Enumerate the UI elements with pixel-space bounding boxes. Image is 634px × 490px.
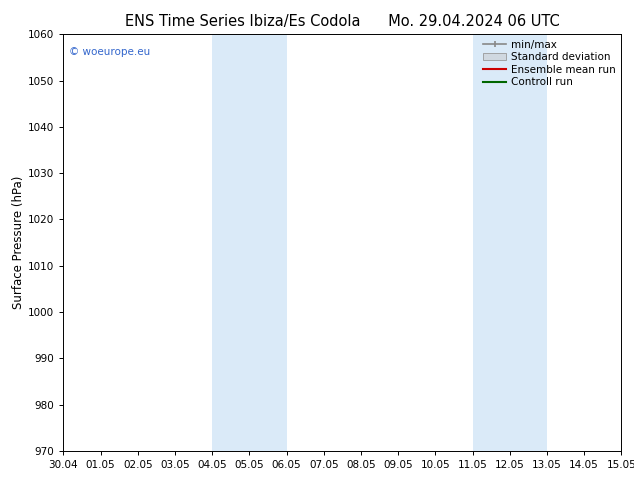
Bar [212, 34, 249, 451]
Bar [510, 34, 547, 451]
Bar [249, 34, 287, 451]
Y-axis label: Surface Pressure (hPa): Surface Pressure (hPa) [12, 176, 25, 309]
Bar [472, 34, 510, 451]
Text: © woeurope.eu: © woeurope.eu [69, 47, 150, 57]
Legend: min/max, Standard deviation, Ensemble mean run, Controll run: min/max, Standard deviation, Ensemble me… [479, 35, 620, 92]
Title: ENS Time Series Ibiza/Es Codola      Mo. 29.04.2024 06 UTC: ENS Time Series Ibiza/Es Codola Mo. 29.0… [125, 14, 560, 29]
